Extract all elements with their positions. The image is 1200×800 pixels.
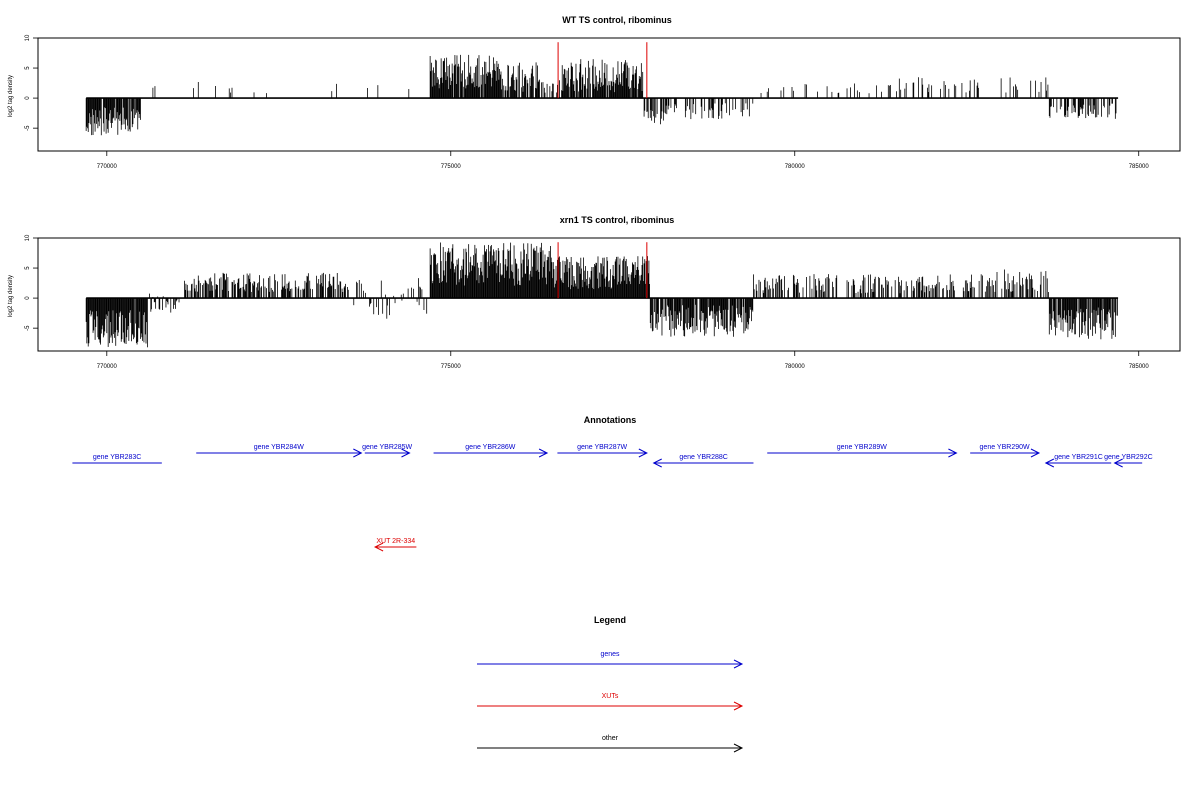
xrn1-density-bars — [85, 242, 1119, 348]
feature-arrowhead — [538, 448, 549, 458]
xrn1-y-axis-label: log2 tag density — [8, 275, 14, 317]
xrn1-panel-title: xrn1 TS control, ribominus — [560, 215, 675, 225]
feature-label: gene YBR284W — [254, 444, 304, 451]
annotation-feature[interactable]: gene YBR286W — [433, 444, 549, 458]
feature-label: gene YBR292C — [1104, 454, 1153, 461]
wt-y-axis: 10 5 0 -5 — [25, 34, 38, 131]
feature-arrowhead — [353, 448, 363, 458]
annotation-feature[interactable]: gene YBR283C — [72, 454, 162, 464]
wt-red-markers — [557, 42, 648, 99]
legend-items: genes XUTs other — [477, 651, 744, 753]
xrn1-y-axis: 10 5 0 -5 — [25, 234, 38, 331]
xrn1-x-tick-label: 775000 — [441, 364, 462, 370]
feature-label: gene YBR291C — [1054, 454, 1103, 461]
feature-label: gene YBR283C — [93, 454, 142, 461]
annotation-feature[interactable]: XUT 2R-334 — [373, 538, 417, 552]
wt-x-tick-label: 785000 — [1129, 164, 1150, 170]
wt-x-axis: 770000 775000 780000 785000 — [97, 151, 1150, 170]
wt-x-tick-label: 770000 — [97, 164, 118, 170]
xrn1-x-tick-label: 770000 — [97, 364, 118, 370]
feature-label: gene YBR286W — [465, 444, 515, 451]
xrn1-red-markers — [557, 242, 648, 299]
legend-arrowhead — [733, 701, 744, 711]
wt-y-tick-label: 0 — [25, 96, 31, 100]
annotation-features: gene YBR283C gene YBR284W gene YBR285W gene… — [72, 444, 1153, 552]
legend: Legend genes XUTs other — [477, 615, 744, 753]
feature-label: gene YBR288C — [679, 454, 728, 461]
legend-item-label: other — [602, 735, 619, 742]
legend-item-label: XUTs — [602, 693, 619, 700]
xrn1-y-tick-label: 0 — [25, 296, 31, 300]
annotation-feature[interactable]: gene YBR291C — [1044, 454, 1112, 468]
xrn1-plot-frame — [37, 237, 1181, 352]
annotation-feature[interactable]: gene YBR292C — [1104, 454, 1153, 468]
wt-y-axis-label: log2 tag density — [8, 75, 14, 117]
legend-arrowhead — [733, 659, 744, 669]
feature-label: gene YBR285W — [362, 444, 412, 451]
feature-arrowhead — [652, 458, 662, 468]
xrn1-y-tick-label: 5 — [25, 266, 31, 270]
wt-density-panel: WT TS control, ribominus log2 tag densit… — [8, 15, 1181, 170]
annotation-feature[interactable]: gene YBR290W — [970, 444, 1041, 458]
annotation-feature[interactable]: gene YBR284W — [196, 444, 363, 458]
legend-title: Legend — [594, 615, 626, 625]
feature-arrowhead — [948, 448, 958, 458]
xrn1-y-tick-label: 10 — [25, 234, 31, 241]
feature-arrowhead — [1113, 458, 1123, 468]
xrn1-density-panel: xrn1 TS control, ribominus log2 tag dens… — [8, 215, 1181, 370]
wt-plot-frame — [37, 37, 1181, 152]
xrn1-x-tick-label: 780000 — [785, 364, 806, 370]
feature-arrowhead — [638, 448, 648, 458]
feature-label: gene YBR290W — [980, 444, 1030, 451]
wt-y-tick-label: 5 — [25, 66, 31, 70]
legend-item: genes — [477, 651, 744, 669]
feature-arrowhead — [401, 448, 411, 458]
legend-item-label: genes — [600, 651, 620, 658]
wt-density-bars — [85, 54, 1119, 136]
xrn1-y-tick-label: -5 — [25, 325, 31, 331]
annotation-feature[interactable]: gene YBR289W — [767, 444, 958, 458]
feature-arrowhead — [373, 542, 384, 552]
xrn1-x-tick-label: 785000 — [1129, 364, 1150, 370]
legend-item: other — [477, 735, 744, 753]
legend-arrowhead — [733, 743, 744, 753]
wt-x-tick-label: 780000 — [785, 164, 806, 170]
feature-label: XUT 2R-334 — [376, 538, 415, 545]
xrn1-x-axis: 770000 775000 780000 785000 — [97, 351, 1150, 370]
wt-y-tick-label: 10 — [25, 34, 31, 41]
feature-arrowhead — [1044, 458, 1055, 468]
annotation-feature[interactable]: gene YBR288C — [652, 454, 754, 468]
annotation-feature[interactable]: gene YBR287W — [557, 444, 648, 458]
wt-y-tick-label: -5 — [25, 125, 31, 131]
feature-label: gene YBR287W — [577, 444, 627, 451]
annotation-feature[interactable]: gene YBR285W — [362, 444, 413, 458]
wt-panel-title: WT TS control, ribominus — [562, 15, 672, 25]
wt-x-tick-label: 775000 — [441, 164, 462, 170]
annotations-title: Annotations — [584, 415, 637, 425]
feature-arrowhead — [1030, 448, 1041, 458]
legend-item: XUTs — [477, 693, 744, 711]
feature-label: gene YBR289W — [837, 444, 887, 451]
